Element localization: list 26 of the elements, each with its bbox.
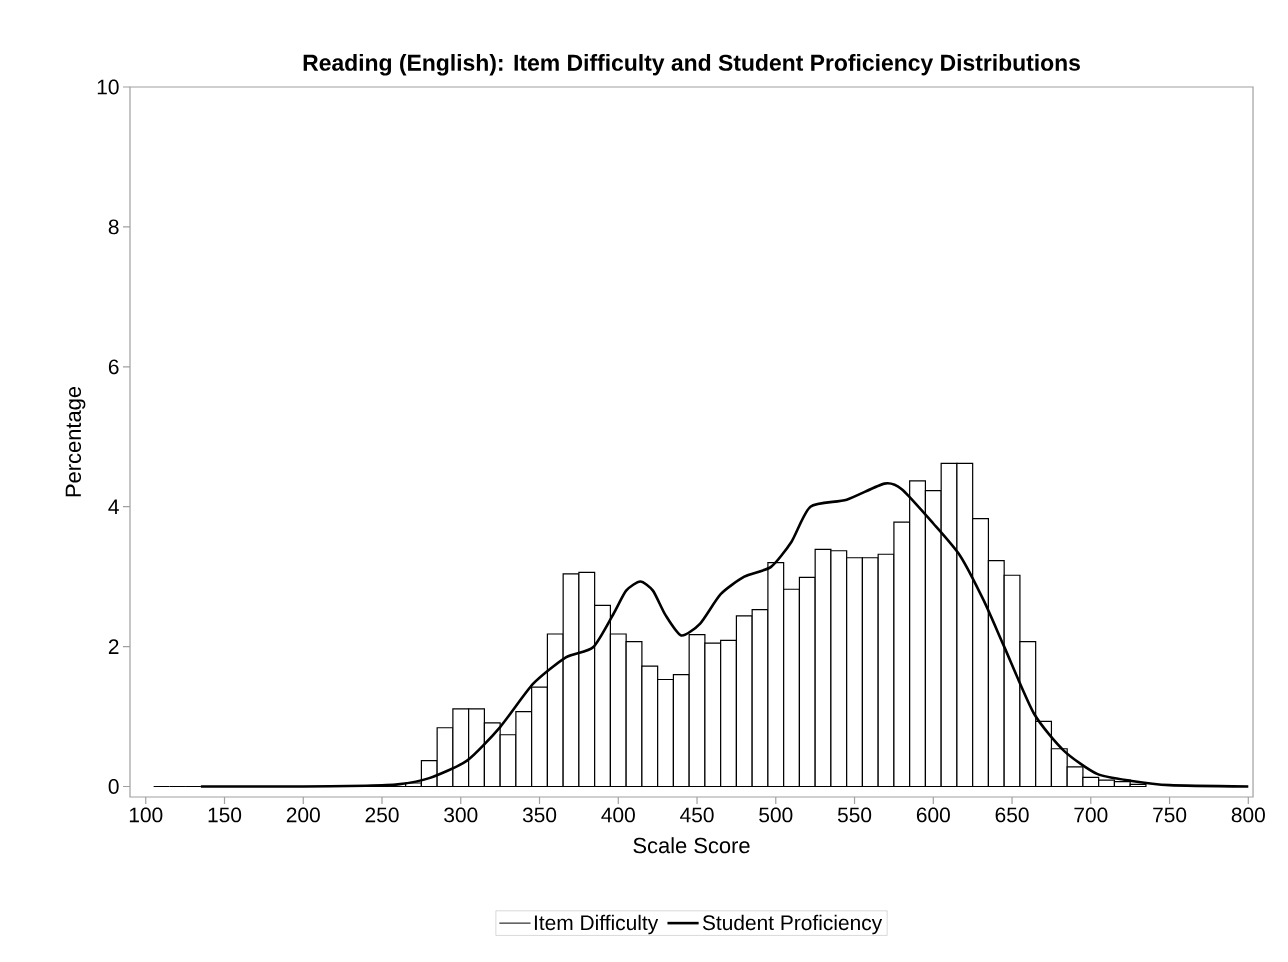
x-tick-label: 800 [1231,807,1265,823]
x-tick-label: 450 [680,807,714,823]
x-tick-label: 600 [916,807,950,823]
y-tick-label: 2 [108,639,119,654]
x-tick-label: 500 [759,807,793,823]
y-tick-label: 8 [108,219,119,235]
y-tick-label: 6 [108,359,119,375]
x-tick-label: 200 [286,807,320,823]
x-tick-label: 650 [995,807,1029,823]
x-tick-label: 150 [208,807,242,823]
x-tick-label: 300 [444,807,478,823]
x-tick-label: 400 [601,807,635,823]
x-tick-label: 550 [837,807,872,823]
chart-title: Reading (English): Item Difficulty and Student Proficiency Distributions [303,54,1080,76]
x-axis-title: Scale Score [633,837,750,854]
legend-label: Student Proficiency [702,914,883,935]
y-tick-label: 0 [108,779,119,794]
y-tick-label: 10 [97,79,119,95]
legend-label: Item Difficulty [534,914,659,935]
y-axis-title: Percentage [65,386,86,497]
x-tick-label: 250 [365,807,399,823]
x-tick-label: 350 [522,807,557,823]
x-tick-label: 750 [1153,807,1187,823]
x-tick-label: 100 [129,807,163,823]
y-tick-label: 4 [108,499,119,514]
x-tick-label: 700 [1074,807,1108,823]
